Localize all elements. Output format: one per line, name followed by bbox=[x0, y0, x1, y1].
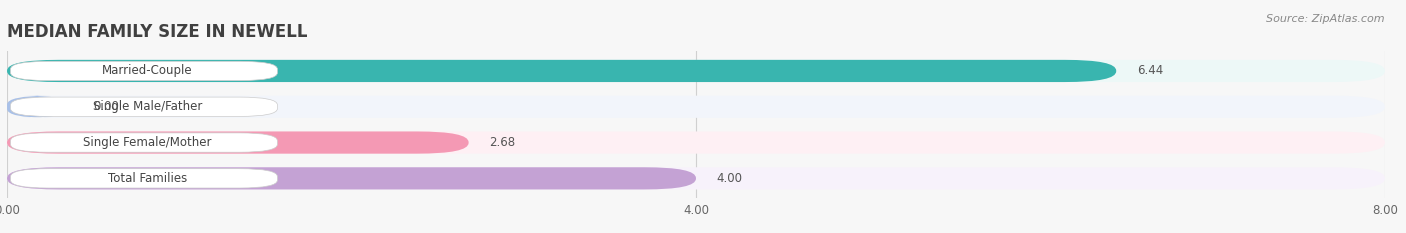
FancyBboxPatch shape bbox=[7, 60, 1385, 82]
FancyBboxPatch shape bbox=[7, 96, 1385, 118]
Text: Single Male/Father: Single Male/Father bbox=[93, 100, 202, 113]
Text: 2.68: 2.68 bbox=[489, 136, 516, 149]
Text: 4.00: 4.00 bbox=[717, 172, 742, 185]
Text: Total Families: Total Families bbox=[108, 172, 187, 185]
FancyBboxPatch shape bbox=[10, 97, 277, 116]
FancyBboxPatch shape bbox=[7, 131, 1385, 154]
FancyBboxPatch shape bbox=[10, 61, 277, 81]
FancyBboxPatch shape bbox=[7, 167, 1385, 189]
Text: Source: ZipAtlas.com: Source: ZipAtlas.com bbox=[1267, 14, 1385, 24]
Text: 6.44: 6.44 bbox=[1137, 65, 1163, 77]
FancyBboxPatch shape bbox=[7, 96, 67, 118]
FancyBboxPatch shape bbox=[10, 169, 277, 188]
Text: MEDIAN FAMILY SIZE IN NEWELL: MEDIAN FAMILY SIZE IN NEWELL bbox=[7, 23, 308, 41]
FancyBboxPatch shape bbox=[7, 131, 468, 154]
FancyBboxPatch shape bbox=[7, 167, 696, 189]
Text: Single Female/Mother: Single Female/Mother bbox=[83, 136, 212, 149]
FancyBboxPatch shape bbox=[7, 60, 1116, 82]
FancyBboxPatch shape bbox=[10, 133, 277, 152]
Text: Married-Couple: Married-Couple bbox=[103, 65, 193, 77]
Text: 0.00: 0.00 bbox=[93, 100, 120, 113]
